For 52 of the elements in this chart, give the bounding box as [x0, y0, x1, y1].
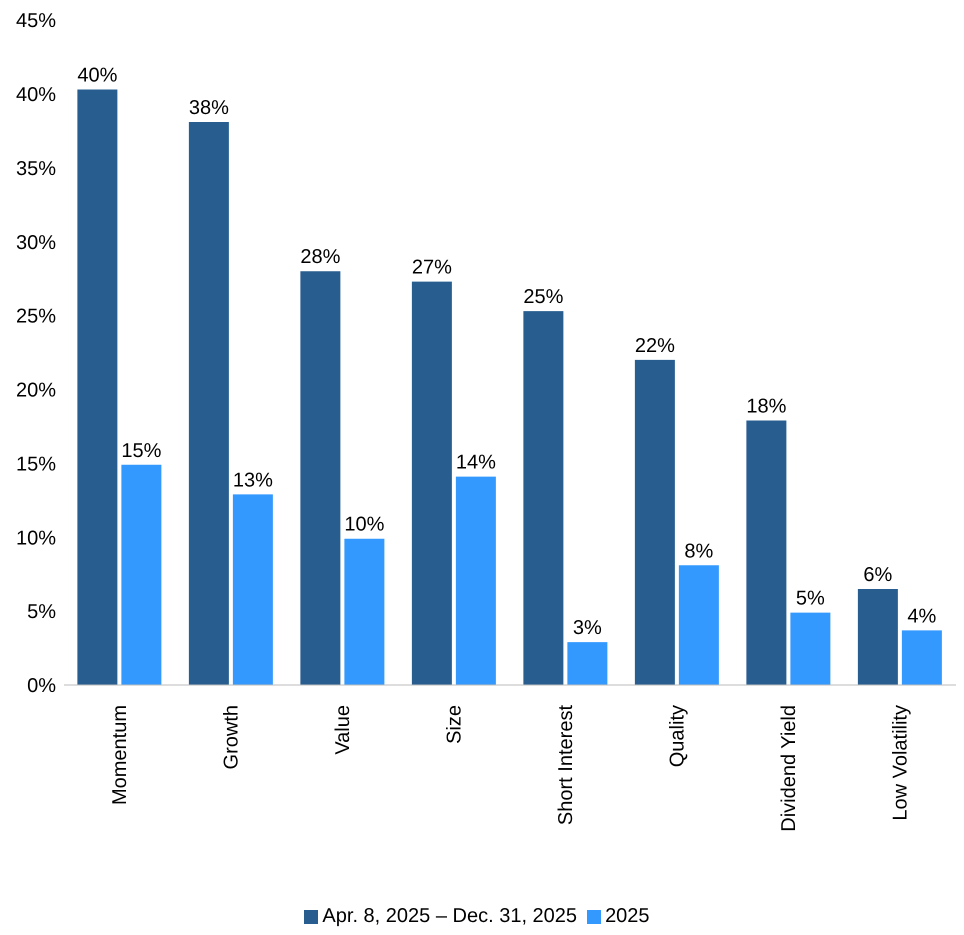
data-label: 15% — [121, 440, 162, 462]
y-tick-label: 25% — [16, 306, 56, 328]
bar — [790, 612, 830, 685]
y-tick-label: 20% — [16, 380, 56, 402]
data-label: 25% — [523, 286, 564, 308]
x-tick-label: Momentum — [108, 705, 131, 806]
bar — [77, 89, 118, 685]
bar — [858, 588, 898, 685]
bar — [412, 282, 452, 685]
bar — [902, 630, 942, 685]
bar — [232, 494, 273, 685]
x-tick-label: Short Interest — [554, 704, 577, 826]
data-label: 5% — [796, 588, 826, 610]
bar — [567, 642, 608, 685]
y-tick-label: 15% — [16, 453, 56, 476]
data-label: 14% — [456, 452, 496, 474]
y-tick-label: 35% — [16, 158, 56, 180]
data-label: 10% — [344, 514, 385, 536]
data-label: 27% — [412, 256, 452, 279]
bar — [634, 360, 675, 685]
data-label: 22% — [634, 334, 676, 357]
y-tick-label: 10% — [16, 527, 56, 550]
x-tick-label: Dividend Yield — [778, 705, 800, 832]
x-tick-label: Size — [443, 705, 466, 744]
data-label: 18% — [746, 395, 787, 418]
y-tick-label: 40% — [16, 84, 56, 106]
data-label: 3% — [572, 617, 602, 640]
data-label: 28% — [300, 246, 341, 268]
bar — [678, 565, 719, 685]
data-label: 13% — [232, 469, 274, 492]
x-tick-label: Growth — [220, 705, 242, 770]
legend-label: 2025 — [605, 905, 650, 927]
bar — [523, 311, 564, 685]
x-tick-label: Value — [332, 705, 354, 755]
bar — [456, 476, 496, 685]
y-tick-label: 0% — [27, 675, 56, 698]
data-label: 40% — [77, 64, 118, 86]
data-label: 4% — [907, 605, 937, 628]
bar — [121, 464, 162, 685]
x-tick-label: Quality — [666, 705, 688, 768]
bar — [300, 271, 340, 685]
data-label: 38% — [188, 96, 230, 119]
bar — [188, 122, 229, 685]
y-tick-label: 5% — [27, 601, 56, 624]
data-label: 8% — [684, 540, 714, 562]
bar — [344, 538, 384, 685]
data-label: 6% — [863, 564, 893, 586]
x-tick-label: Low Volatility — [889, 705, 912, 821]
y-tick-label: 45% — [16, 10, 56, 32]
bar — [746, 420, 786, 685]
y-tick-label: 30% — [16, 232, 56, 254]
legend-label: Apr. 8, 2025 – Dec. 31, 2025 — [322, 905, 578, 927]
